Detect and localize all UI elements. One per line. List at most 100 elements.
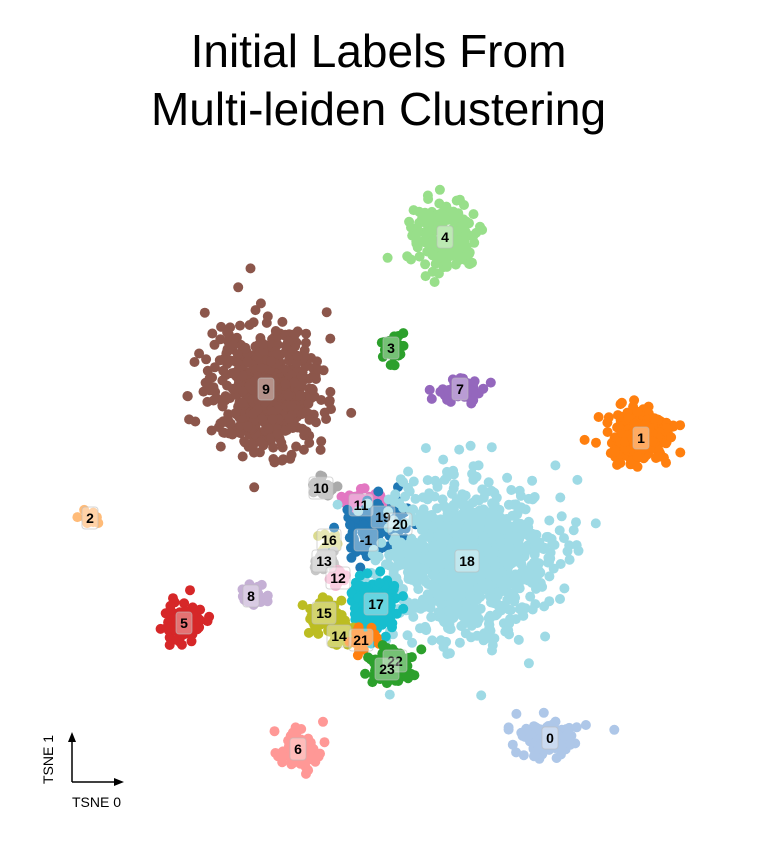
cluster-label-text: 0	[546, 730, 554, 746]
cluster-label-box	[316, 528, 342, 552]
cluster-label-9: 9	[257, 377, 275, 401]
scatter-point	[444, 248, 455, 259]
scatter-point	[454, 194, 465, 205]
scatter-point	[72, 512, 83, 523]
scatter-point	[530, 557, 541, 567]
scatter-point	[564, 554, 575, 565]
scatter-point	[417, 213, 427, 224]
cluster-4-points	[382, 184, 488, 287]
cluster-label-box	[289, 737, 307, 761]
cluster-label-text: 13	[316, 553, 332, 569]
scatter-point	[307, 384, 318, 395]
scatter-point	[373, 486, 384, 497]
scatter-point	[545, 553, 556, 564]
scatter-point	[256, 414, 267, 425]
scatter-point	[427, 635, 438, 646]
scatter-point	[311, 623, 322, 634]
scatter-point	[418, 554, 429, 565]
scatter-point	[303, 398, 314, 409]
scatter-point	[504, 537, 514, 548]
scatter-point	[300, 337, 311, 348]
scatter-point	[286, 449, 297, 460]
scatter-point	[529, 751, 539, 762]
scatter-point	[452, 514, 462, 525]
scatter-point	[489, 571, 500, 581]
scatter-point	[278, 454, 289, 465]
scatter-point	[289, 377, 300, 388]
scatter-point	[469, 376, 480, 387]
scatter-point	[390, 675, 401, 686]
scatter-point	[226, 355, 237, 366]
scatter-points-layer	[72, 184, 686, 779]
scatter-point	[565, 738, 575, 749]
scatter-point	[370, 614, 381, 625]
cluster-label-text: 1	[637, 430, 645, 446]
scatter-point	[559, 533, 569, 544]
scatter-point	[204, 373, 215, 384]
scatter-point	[215, 441, 226, 452]
scatter-point	[239, 436, 250, 447]
scatter-point	[400, 491, 411, 502]
scatter-point	[632, 451, 643, 462]
scatter-point	[571, 540, 582, 551]
scatter-point	[304, 437, 315, 448]
scatter-point	[464, 258, 475, 269]
scatter-point	[398, 591, 408, 602]
scatter-point	[280, 379, 291, 390]
scatter-point	[516, 559, 527, 570]
cluster-label-1: 1	[632, 426, 650, 450]
cluster-label-19: 19	[370, 505, 396, 529]
scatter-point	[367, 519, 378, 530]
scatter-point	[503, 625, 514, 636]
scatter-point	[332, 499, 343, 510]
scatter-point	[270, 326, 281, 336]
scatter-point	[284, 413, 295, 424]
scatter-point	[436, 598, 446, 609]
scatter-point	[202, 365, 213, 376]
scatter-point	[467, 514, 477, 525]
scatter-point	[419, 601, 430, 612]
scatter-point	[468, 231, 479, 242]
scatter-point	[268, 442, 279, 453]
scatter-point	[544, 571, 555, 582]
scatter-point	[442, 504, 452, 515]
scatter-point	[296, 378, 307, 389]
scatter-point	[384, 598, 395, 608]
scatter-point	[448, 207, 459, 218]
scatter-point	[502, 472, 513, 483]
cluster-label-5: 5	[175, 611, 193, 635]
scatter-point	[465, 440, 476, 451]
scatter-point	[430, 561, 440, 572]
scatter-point	[460, 490, 471, 501]
scatter-point	[339, 575, 349, 586]
scatter-point	[374, 577, 385, 588]
scatter-point	[422, 494, 433, 505]
cluster-label-text: 14	[331, 628, 347, 644]
scatter-point	[438, 454, 449, 465]
scatter-point	[222, 327, 233, 338]
scatter-point	[539, 542, 550, 553]
scatter-point	[255, 597, 266, 607]
scatter-point	[272, 429, 283, 439]
x-axis-arrowhead	[114, 778, 124, 786]
scatter-point	[376, 337, 387, 348]
scatter-point	[255, 437, 266, 447]
cluster-label-10: 10	[308, 476, 334, 500]
scatter-point	[580, 720, 591, 730]
scatter-point	[411, 229, 422, 240]
scatter-point	[632, 406, 643, 417]
scatter-point	[393, 331, 404, 341]
scatter-point	[248, 408, 259, 419]
scatter-point	[291, 441, 302, 452]
x-axis-label: TSNE 0	[72, 794, 121, 810]
scatter-point	[269, 376, 280, 387]
scatter-point	[233, 282, 244, 293]
scatter-point	[292, 350, 303, 361]
scatter-point	[269, 726, 280, 737]
scatter-point	[235, 420, 246, 431]
scatter-point	[359, 483, 370, 494]
scatter-point	[237, 370, 248, 381]
cluster-label-box	[325, 566, 351, 590]
scatter-point	[376, 670, 387, 681]
scatter-point	[478, 492, 489, 503]
